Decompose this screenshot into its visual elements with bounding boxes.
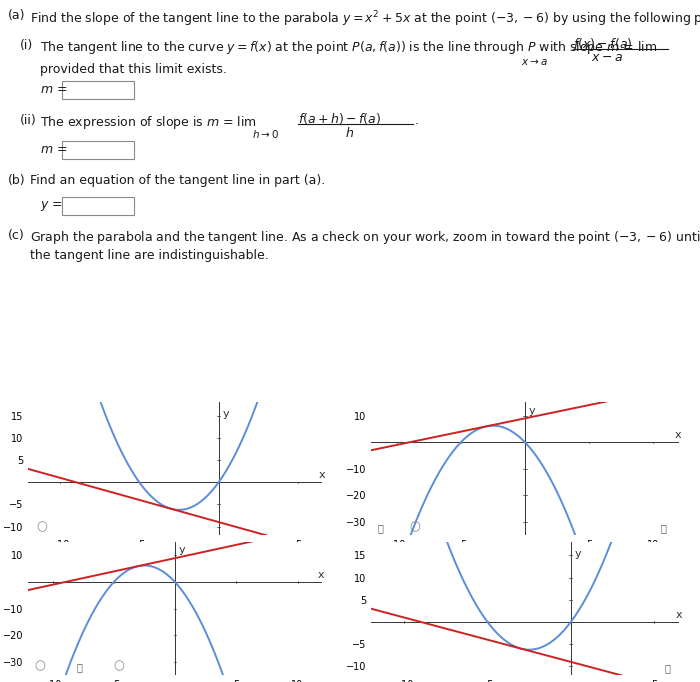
Text: provided that this limit exists.: provided that this limit exists. [40, 63, 227, 76]
Text: x: x [674, 430, 681, 441]
Text: $m$ =: $m$ = [40, 83, 67, 96]
Text: ○: ○ [36, 520, 47, 533]
Text: (i): (i) [20, 39, 34, 52]
Text: x: x [318, 570, 324, 580]
Text: $x - a$: $x - a$ [591, 51, 623, 64]
Text: Find the slope of the tangent line to the parabola $y = x^2 + 5x$ at the point $: Find the slope of the tangent line to th… [30, 9, 700, 29]
Bar [62, 81, 134, 99]
Text: ⓘ: ⓘ [660, 522, 666, 533]
Text: y: y [178, 546, 186, 555]
Text: (c): (c) [8, 229, 25, 242]
Text: ○: ○ [410, 520, 421, 533]
Text: $f(a + h) - f(a)$: $f(a + h) - f(a)$ [298, 111, 382, 126]
Text: Graph the parabola and the tangent line. As a check on your work, zoom in toward: Graph the parabola and the tangent line.… [30, 229, 700, 246]
Text: ⓪: ⓪ [377, 522, 384, 533]
Text: $h \to 0$: $h \to 0$ [252, 128, 279, 140]
Text: (b): (b) [8, 174, 26, 187]
Text: x: x [319, 470, 326, 480]
Text: y: y [528, 406, 536, 415]
Text: y: y [575, 548, 581, 559]
Text: $y$ =: $y$ = [40, 199, 63, 213]
Text: $x \to a$: $x \to a$ [521, 57, 548, 67]
Text: ⓘ: ⓘ [665, 663, 671, 673]
Text: The tangent line to the curve $y = f(x)$ at the point $P(a, f(a))$ is the line t: The tangent line to the curve $y = f(x)$… [40, 39, 657, 56]
Text: ○: ○ [34, 659, 45, 672]
Text: y: y [222, 409, 229, 419]
Text: .: . [415, 114, 419, 127]
Text: (ii): (ii) [20, 114, 36, 127]
Text: The expression of slope is $m$ = lim: The expression of slope is $m$ = lim [40, 114, 257, 131]
Text: $h$: $h$ [345, 126, 354, 140]
Bar [62, 141, 134, 159]
Text: (a): (a) [8, 9, 25, 22]
Text: ○: ○ [113, 659, 125, 672]
Bar [62, 197, 134, 215]
Text: Find an equation of the tangent line in part (a).: Find an equation of the tangent line in … [30, 174, 326, 187]
Text: ⓪: ⓪ [77, 662, 83, 672]
Text: $m$ =: $m$ = [40, 143, 67, 156]
Text: x: x [676, 610, 682, 620]
Text: $f(x) - f(a)$: $f(x) - f(a)$ [573, 36, 633, 51]
Text: the tangent line are indistinguishable.: the tangent line are indistinguishable. [30, 249, 269, 262]
